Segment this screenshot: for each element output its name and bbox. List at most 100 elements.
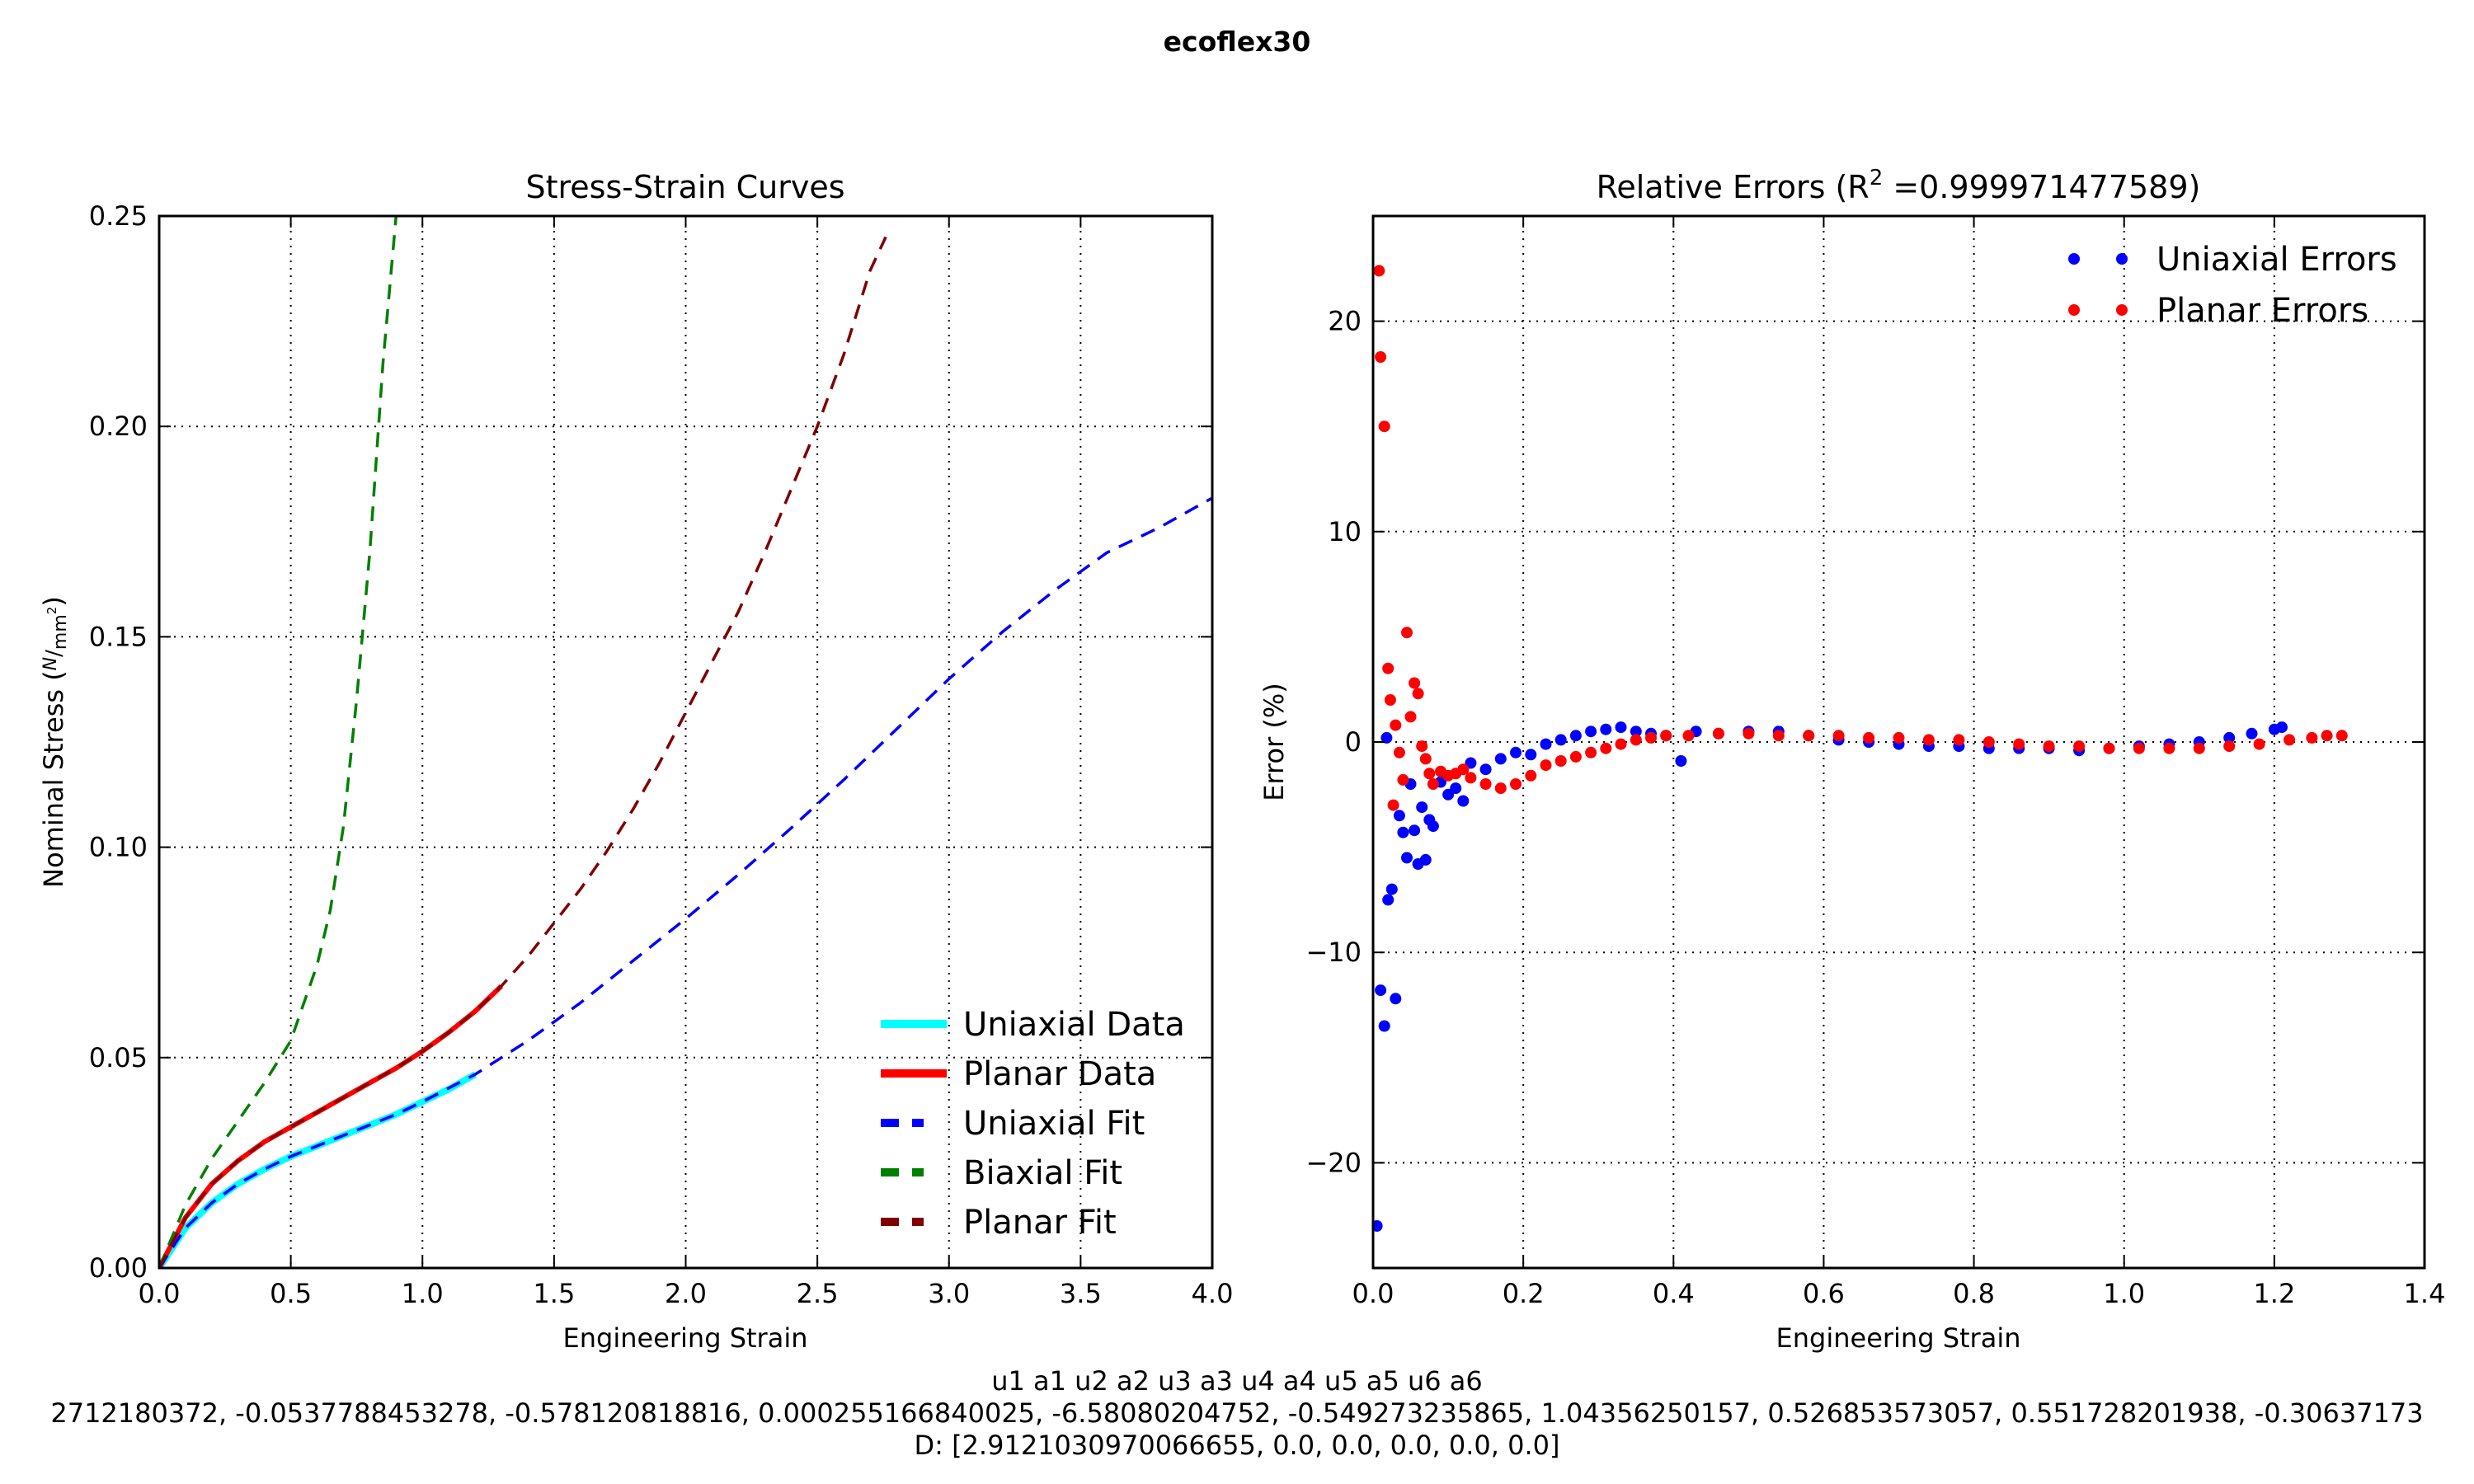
relative-errors-ytick-label: 10 xyxy=(1328,516,1362,547)
planar-errors-point xyxy=(1510,778,1522,790)
relative-errors-ytick-label: 20 xyxy=(1328,306,1362,337)
planar-errors-point xyxy=(1373,265,1385,277)
uniaxial-errors-point xyxy=(1600,723,1612,735)
planar-errors-point xyxy=(1585,746,1597,758)
uniaxial-errors-points xyxy=(1373,721,2288,1232)
uniaxial-errors-legend-marker-b xyxy=(2116,253,2128,265)
uniaxial-errors-point xyxy=(1427,820,1439,833)
planar-errors-point xyxy=(1712,727,1724,740)
uniaxial-errors-legend-label: Uniaxial Errors xyxy=(2157,241,2397,279)
uniaxial-errors-point xyxy=(1615,721,1627,734)
relative-errors-ylabel: Error (%) xyxy=(1258,683,1290,801)
planar-errors-point xyxy=(1397,773,1409,786)
planar-errors-point xyxy=(1525,769,1537,782)
uniaxial-errors-point xyxy=(1390,993,1402,1005)
planar-errors-points xyxy=(1373,265,2348,811)
stress-strain-xtick-label: 1.5 xyxy=(533,1278,575,1309)
planar-errors-point xyxy=(2103,742,2115,754)
relative-errors-title-sup: 2 xyxy=(1870,166,1884,190)
relative-errors-xlabel: Engineering Strain xyxy=(1776,1322,2021,1354)
planar-errors-point xyxy=(2284,734,2296,746)
uniaxial-errors-point xyxy=(1397,826,1409,838)
relative-errors-ytick-label: −20 xyxy=(1305,1147,1362,1178)
stress-strain-legend: Uniaxial Data Planar Data Uniaxial Fit Biax… xyxy=(881,1006,1185,1242)
stress-strain-xtick-label: 3.5 xyxy=(1060,1278,1102,1309)
relative-errors-ticks: 0.0 0.2 0.4 0.6 0.8 1.0 1.2 1.4 −20 −10 0 10 20 xyxy=(1305,216,2445,1309)
params-values: 2712180372, -0.0537788453278, -0.5781208… xyxy=(50,1397,2424,1429)
planar-errors-point xyxy=(1615,738,1627,750)
uniaxial-errors-point xyxy=(1375,984,1387,997)
planar-errors-legend-marker-b xyxy=(2116,304,2128,316)
stress-strain-xtick-label: 4.0 xyxy=(1192,1278,1234,1309)
uniaxial-errors-point xyxy=(2276,721,2288,734)
stress-strain-ylabel-close: ) xyxy=(38,596,69,606)
relative-errors-ytick-label: −10 xyxy=(1305,937,1362,968)
planar-errors-point xyxy=(2306,731,2318,744)
planar-errors-point xyxy=(1393,746,1405,758)
d-values: D: [2.9121030970066655, 0.0, 0.0, 0.0, 0… xyxy=(914,1430,1560,1461)
stress-strain-ytick-label: 0.15 xyxy=(89,621,148,652)
uniaxial-data-legend-label: Uniaxial Data xyxy=(963,1006,1185,1044)
planar-errors-point xyxy=(1479,778,1492,790)
planar-errors-point xyxy=(1600,742,1612,754)
uniaxial-errors-point xyxy=(1385,883,1398,895)
stress-strain-ytick-label: 0.05 xyxy=(89,1042,148,1073)
planar-errors-point xyxy=(1569,750,1582,763)
figure-suptitle: ecoflex30 xyxy=(1164,26,1311,58)
uniaxial-errors-point xyxy=(1450,782,1462,795)
stress-strain-xlabel: Engineering Strain xyxy=(563,1322,808,1354)
stress-strain-chart: 0.0 0.5 1.0 1.5 2.0 2.5 3.0 3.5 4.0 0.00 0.05 0.10 0… xyxy=(38,169,1233,1354)
stress-strain-xtick-label: 2.0 xyxy=(665,1278,707,1309)
stress-strain-ytick-label: 0.20 xyxy=(89,411,148,442)
uniaxial-errors-point xyxy=(1554,734,1567,746)
biaxial-fit-line xyxy=(159,216,398,1268)
planar-errors-point xyxy=(1494,782,1507,795)
planar-errors-point xyxy=(1387,799,1399,811)
planar-errors-point xyxy=(1832,730,1845,742)
relative-errors-xtick-label: 1.4 xyxy=(2404,1278,2446,1309)
planar-errors-point xyxy=(1953,734,1965,746)
stress-strain-ylabel-unit-den: mm xyxy=(50,614,71,650)
planar-errors-point xyxy=(1982,736,1995,748)
planar-errors-point xyxy=(1630,734,1642,746)
planar-errors-point xyxy=(2013,738,2025,750)
stress-strain-grid xyxy=(159,216,1212,1268)
planar-data-line xyxy=(159,984,504,1268)
planar-errors-point xyxy=(1409,677,1421,689)
uniaxial-errors-point xyxy=(1525,749,1537,761)
planar-errors-point xyxy=(1772,730,1785,742)
uniaxial-fit-legend-label: Uniaxial Fit xyxy=(963,1105,1145,1143)
stress-strain-ticks: 0.0 0.5 1.0 1.5 2.0 2.5 3.0 3.5 4.0 0.00 0.05 0.10 0… xyxy=(89,200,1234,1309)
stress-strain-xtick-label: 1.0 xyxy=(402,1278,444,1309)
stress-strain-ylabel: Nominal Stress (N/mm2) xyxy=(38,596,71,888)
planar-data-legend-label: Planar Data xyxy=(963,1055,1156,1093)
planar-errors-point xyxy=(1803,730,1815,742)
planar-errors-point xyxy=(2163,742,2175,754)
planar-errors-point xyxy=(1378,420,1390,433)
planar-errors-point xyxy=(1922,734,1935,746)
planar-errors-point xyxy=(1412,688,1424,700)
planar-errors-point xyxy=(2253,738,2265,750)
relative-errors-title-main: Relative Errors (R xyxy=(1597,169,1870,205)
uniaxial-data-line xyxy=(159,1071,477,1268)
relative-errors-grid xyxy=(1373,216,2425,1268)
planar-errors-point xyxy=(1404,711,1417,723)
uniaxial-errors-point xyxy=(1382,894,1395,906)
stress-strain-ylabel-slash: / xyxy=(42,650,67,657)
planar-errors-point xyxy=(1660,730,1672,742)
stress-strain-ytick-label: 0.10 xyxy=(89,832,148,863)
planar-fit-legend-label: Planar Fit xyxy=(963,1204,1117,1242)
uniaxial-errors-point xyxy=(2246,727,2258,740)
planar-fit-line xyxy=(159,236,887,1268)
relative-errors-series xyxy=(1373,265,2348,1232)
relative-errors-title: Relative Errors (R2 =0.999971477589) xyxy=(1597,166,2201,205)
relative-errors-xtick-label: 0.2 xyxy=(1503,1278,1545,1309)
planar-errors-point xyxy=(2335,730,2348,742)
stress-strain-xtick-label: 0.5 xyxy=(270,1278,312,1309)
uniaxial-errors-point xyxy=(2223,731,2236,744)
relative-errors-xtick-label: 0.6 xyxy=(1803,1278,1845,1309)
uniaxial-errors-point xyxy=(1540,738,1552,750)
uniaxial-errors-point xyxy=(1585,726,1597,738)
uniaxial-errors-point xyxy=(1630,726,1642,738)
